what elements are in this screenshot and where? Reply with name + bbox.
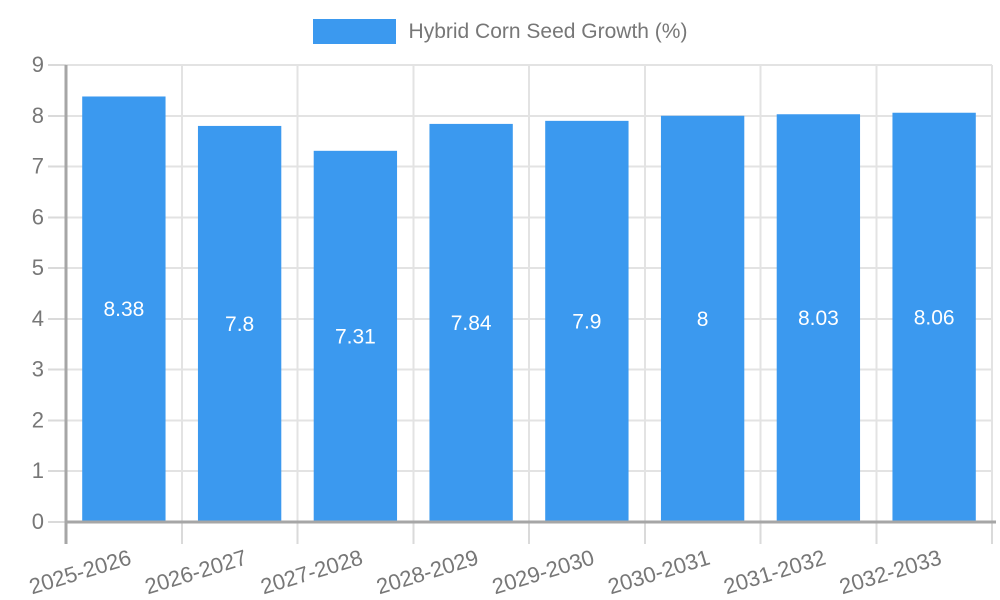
bar-value-label: 8 [697,308,709,331]
y-axis-label: 0 [32,509,44,534]
x-axis-label: 2031-2032 [721,545,829,600]
bar-2025-2026[interactable] [82,96,166,522]
bar-2028-2029[interactable] [429,123,513,522]
bar-value-label: 7.84 [451,312,492,335]
y-axis-label: 1 [32,458,44,483]
bar-2027-2028[interactable] [313,150,398,522]
y-axis-label: 2 [32,407,44,432]
bar-value-label: 8.06 [914,306,955,329]
y-axis-label: 4 [32,306,44,331]
y-axis-label: 9 [32,52,44,77]
bar-value-label: 8.38 [103,298,144,321]
y-axis-label: 3 [32,357,44,382]
legend-label: Hybrid Corn Seed Growth (%) [408,20,688,43]
bar-2029-2030[interactable] [545,120,629,522]
bar-2030-2031[interactable] [660,115,745,523]
bar-2026-2027[interactable] [197,125,282,522]
legend[interactable]: Hybrid Corn Seed Growth (%) [0,19,1000,44]
x-axis-label: 2028-2029 [373,545,481,600]
y-axis-label: 5 [32,255,44,280]
bar-value-label: 7.8 [225,313,254,336]
bar-2032-2033[interactable] [892,112,976,522]
x-axis-label: 2032-2033 [836,545,944,600]
bar-value-label: 7.9 [572,310,601,333]
bar-value-label: 8.03 [798,307,839,330]
y-axis-label: 6 [32,204,44,229]
x-axis-label: 2026-2027 [142,545,250,600]
x-axis-label: 2025-2026 [26,545,134,600]
legend-swatch [312,19,396,44]
x-axis-label: 2030-2031 [605,545,713,600]
bar-2031-2032[interactable] [776,114,861,522]
x-axis-label: 2027-2028 [258,545,366,600]
bar-value-label: 7.31 [335,325,376,348]
y-axis-label: 8 [32,103,44,128]
x-axis-label: 2029-2030 [489,545,597,600]
y-axis-label: 7 [32,154,44,179]
